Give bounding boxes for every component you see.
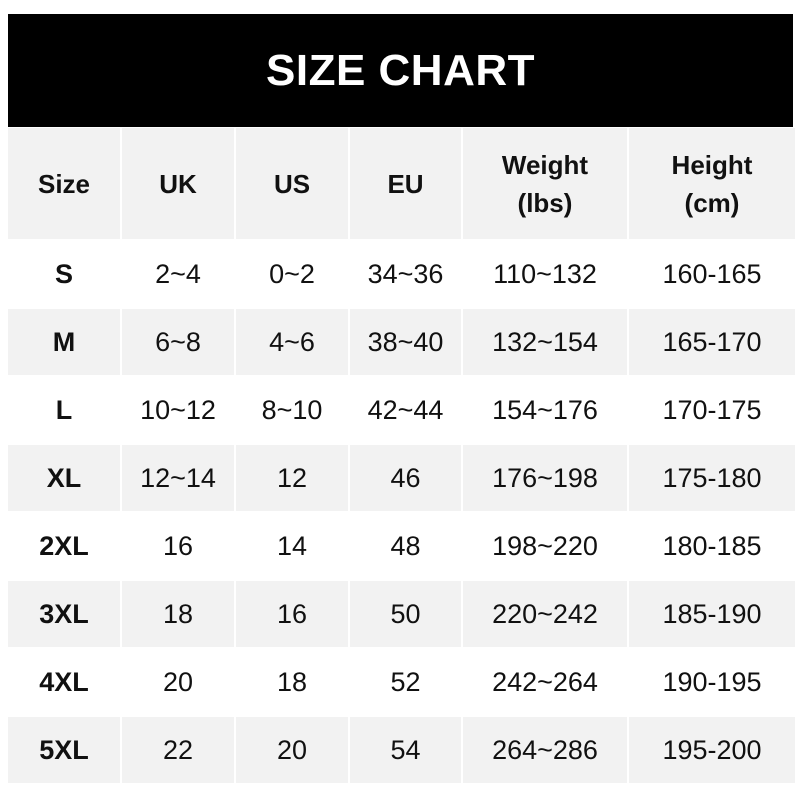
- row-size-label: M: [8, 309, 120, 375]
- table-cell: 54: [350, 717, 461, 783]
- table-cell: 264~286: [463, 717, 627, 783]
- table-cell: 8~10: [236, 377, 348, 443]
- title-banner: SIZE CHART: [8, 14, 793, 127]
- table-cell: 10~12: [122, 377, 234, 443]
- column-header: Weight (lbs): [463, 128, 627, 239]
- table-cell: 110~132: [463, 241, 627, 307]
- table-cell: 132~154: [463, 309, 627, 375]
- table-cell: 48: [350, 513, 461, 579]
- table-cell: 16: [236, 581, 348, 647]
- table-cell: 4~6: [236, 309, 348, 375]
- table-cell: 170-175: [629, 377, 795, 443]
- table-cell: 34~36: [350, 241, 461, 307]
- table-cell: 50: [350, 581, 461, 647]
- row-size-label: 3XL: [8, 581, 120, 647]
- table-cell: 154~176: [463, 377, 627, 443]
- row-size-label: S: [8, 241, 120, 307]
- table-cell: 0~2: [236, 241, 348, 307]
- table-cell: 20: [122, 649, 234, 715]
- table-cell: 242~264: [463, 649, 627, 715]
- table-cell: 2~4: [122, 241, 234, 307]
- page-title: SIZE CHART: [266, 45, 535, 95]
- table-cell: 42~44: [350, 377, 461, 443]
- table-cell: 12: [236, 445, 348, 511]
- table-cell: 12~14: [122, 445, 234, 511]
- table-cell: 38~40: [350, 309, 461, 375]
- table-cell: 18: [236, 649, 348, 715]
- column-header: EU: [350, 128, 461, 239]
- table-cell: 6~8: [122, 309, 234, 375]
- column-header: Size: [8, 128, 120, 239]
- table-cell: 160-165: [629, 241, 795, 307]
- column-header: US: [236, 128, 348, 239]
- table-cell: 175-180: [629, 445, 795, 511]
- table-cell: 14: [236, 513, 348, 579]
- column-header: Height (cm): [629, 128, 795, 239]
- table-cell: 16: [122, 513, 234, 579]
- table-cell: 46: [350, 445, 461, 511]
- row-size-label: 4XL: [8, 649, 120, 715]
- table-cell: 185-190: [629, 581, 795, 647]
- row-size-label: L: [8, 377, 120, 443]
- table-cell: 165-170: [629, 309, 795, 375]
- table-cell: 195-200: [629, 717, 795, 783]
- table-cell: 22: [122, 717, 234, 783]
- table-cell: 52: [350, 649, 461, 715]
- table-cell: 18: [122, 581, 234, 647]
- row-size-label: 2XL: [8, 513, 120, 579]
- row-size-label: 5XL: [8, 717, 120, 783]
- column-header: UK: [122, 128, 234, 239]
- table-cell: 176~198: [463, 445, 627, 511]
- table-cell: 20: [236, 717, 348, 783]
- table-cell: 220~242: [463, 581, 627, 647]
- row-size-label: XL: [8, 445, 120, 511]
- table-cell: 180-185: [629, 513, 795, 579]
- size-table: Size UK US EU Weight (lbs) Height (cm) S 2~4 0~2…: [8, 128, 795, 783]
- table-cell: 190-195: [629, 649, 795, 715]
- table-cell: 198~220: [463, 513, 627, 579]
